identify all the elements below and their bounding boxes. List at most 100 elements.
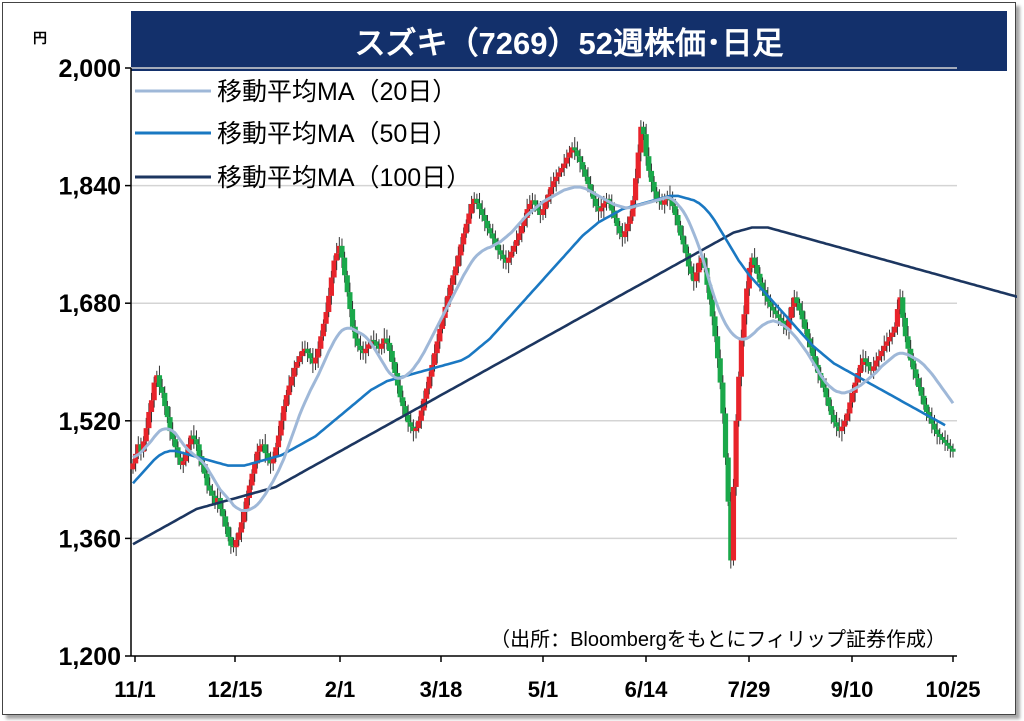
candle: [540, 201, 546, 221]
x-tick-label: 9/10: [831, 677, 874, 702]
candle-body: [384, 338, 390, 343]
candle: [744, 281, 750, 325]
candle-body: [133, 453, 139, 464]
candle: [868, 362, 874, 376]
candle: [310, 348, 316, 374]
candle: [897, 289, 903, 315]
candle: [746, 262, 752, 296]
candle: [437, 323, 443, 349]
candle-body: [461, 233, 467, 245]
candle: [463, 219, 469, 238]
candle-body: [222, 516, 229, 527]
candle-body: [207, 485, 213, 491]
candle: [873, 352, 879, 372]
candle-body: [796, 303, 803, 311]
candle: [582, 165, 588, 182]
candle: [138, 437, 144, 461]
candle-body: [646, 156, 652, 171]
candle: [580, 156, 586, 177]
moving-average-lines: [132, 185, 1017, 546]
candle-body: [162, 392, 168, 407]
candle-body: [876, 356, 882, 361]
candle-body: [931, 423, 938, 430]
candle-body: [638, 126, 644, 153]
candle-body: [849, 392, 856, 403]
candle: [450, 270, 456, 291]
candle-body: [172, 439, 178, 448]
candle: [331, 255, 337, 284]
candle-body: [310, 358, 316, 364]
candle-body: [318, 336, 324, 349]
candle: [275, 425, 282, 456]
candle: [638, 120, 644, 162]
candle-body: [707, 284, 713, 300]
candle-body: [569, 147, 575, 153]
candle-body: [408, 422, 414, 427]
candle: [566, 145, 573, 167]
candle-body: [402, 406, 409, 415]
candle: [267, 451, 274, 474]
candle-body: [508, 251, 514, 258]
candle: [265, 444, 271, 466]
candle: [230, 537, 237, 553]
candle-body: [714, 336, 721, 359]
candle-body: [209, 490, 215, 496]
candle: [632, 168, 639, 209]
candle-body: [326, 295, 332, 313]
candle: [148, 392, 155, 423]
candle: [347, 282, 353, 318]
candle-body: [357, 345, 364, 351]
candle-body: [839, 426, 845, 432]
y-axis-labels: 1,200 1,360 1,520 1,680 1,840 2,000: [58, 55, 121, 671]
candle-body: [236, 532, 242, 540]
source-note: （出所：Bloombergをもとにフィリップ証券作成）: [490, 628, 946, 651]
candle-body: [437, 328, 443, 342]
candle: [490, 223, 496, 247]
candle-body: [500, 254, 506, 260]
candle: [207, 477, 213, 496]
candle: [281, 399, 287, 430]
x-tick-label: 12/15: [207, 677, 262, 702]
candle: [466, 203, 472, 232]
candle-body: [273, 447, 279, 458]
candle-body: [389, 350, 395, 362]
candle-body: [738, 339, 744, 377]
candle-body: [286, 385, 292, 396]
candle-body: [728, 501, 734, 561]
candle-body: [643, 134, 649, 157]
candle-body: [828, 406, 834, 415]
candle-body: [275, 435, 282, 448]
candle: [349, 300, 356, 332]
candle: [643, 123, 649, 166]
candle: [249, 469, 255, 490]
candle-body: [431, 353, 438, 365]
candle: [921, 387, 927, 410]
candle: [500, 244, 506, 269]
candle: [222, 510, 229, 534]
candle-body: [640, 126, 647, 135]
candle: [696, 255, 702, 283]
candle: [188, 430, 194, 451]
candle-body: [923, 404, 930, 412]
candle-body: [894, 309, 901, 327]
candle-body: [799, 310, 805, 320]
candle-body: [804, 328, 811, 339]
candle: [614, 211, 620, 235]
candle-body: [320, 323, 327, 337]
candle: [334, 242, 340, 271]
candle-body: [947, 445, 953, 449]
candle: [328, 270, 334, 305]
candle: [841, 414, 848, 435]
candle-body: [651, 181, 657, 192]
candle-body: [426, 376, 432, 389]
candle-body: [178, 457, 184, 465]
candle: [180, 451, 186, 473]
candle-body: [741, 314, 747, 340]
candle: [511, 241, 517, 257]
candle-body: [260, 444, 266, 446]
title-banner: [131, 11, 1007, 71]
candle: [487, 223, 493, 238]
candle-body: [802, 319, 808, 329]
candle-body: [304, 348, 311, 354]
candle: [902, 312, 908, 343]
